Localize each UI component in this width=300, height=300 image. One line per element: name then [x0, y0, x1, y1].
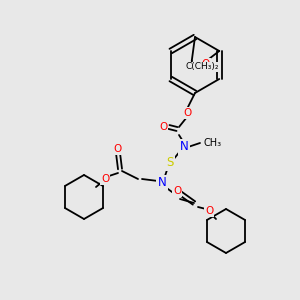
Text: O: O [173, 186, 181, 196]
Text: S: S [166, 157, 174, 169]
Text: CH₃: CH₃ [204, 138, 222, 148]
Text: O: O [201, 58, 210, 69]
Text: O: O [101, 174, 109, 184]
Text: O: O [114, 144, 122, 154]
Text: N: N [158, 176, 166, 190]
Text: O: O [183, 108, 191, 118]
Text: C(CH₃)₂: C(CH₃)₂ [185, 62, 219, 71]
Text: O: O [159, 122, 167, 132]
Text: N: N [180, 140, 188, 154]
Text: O: O [205, 206, 213, 216]
